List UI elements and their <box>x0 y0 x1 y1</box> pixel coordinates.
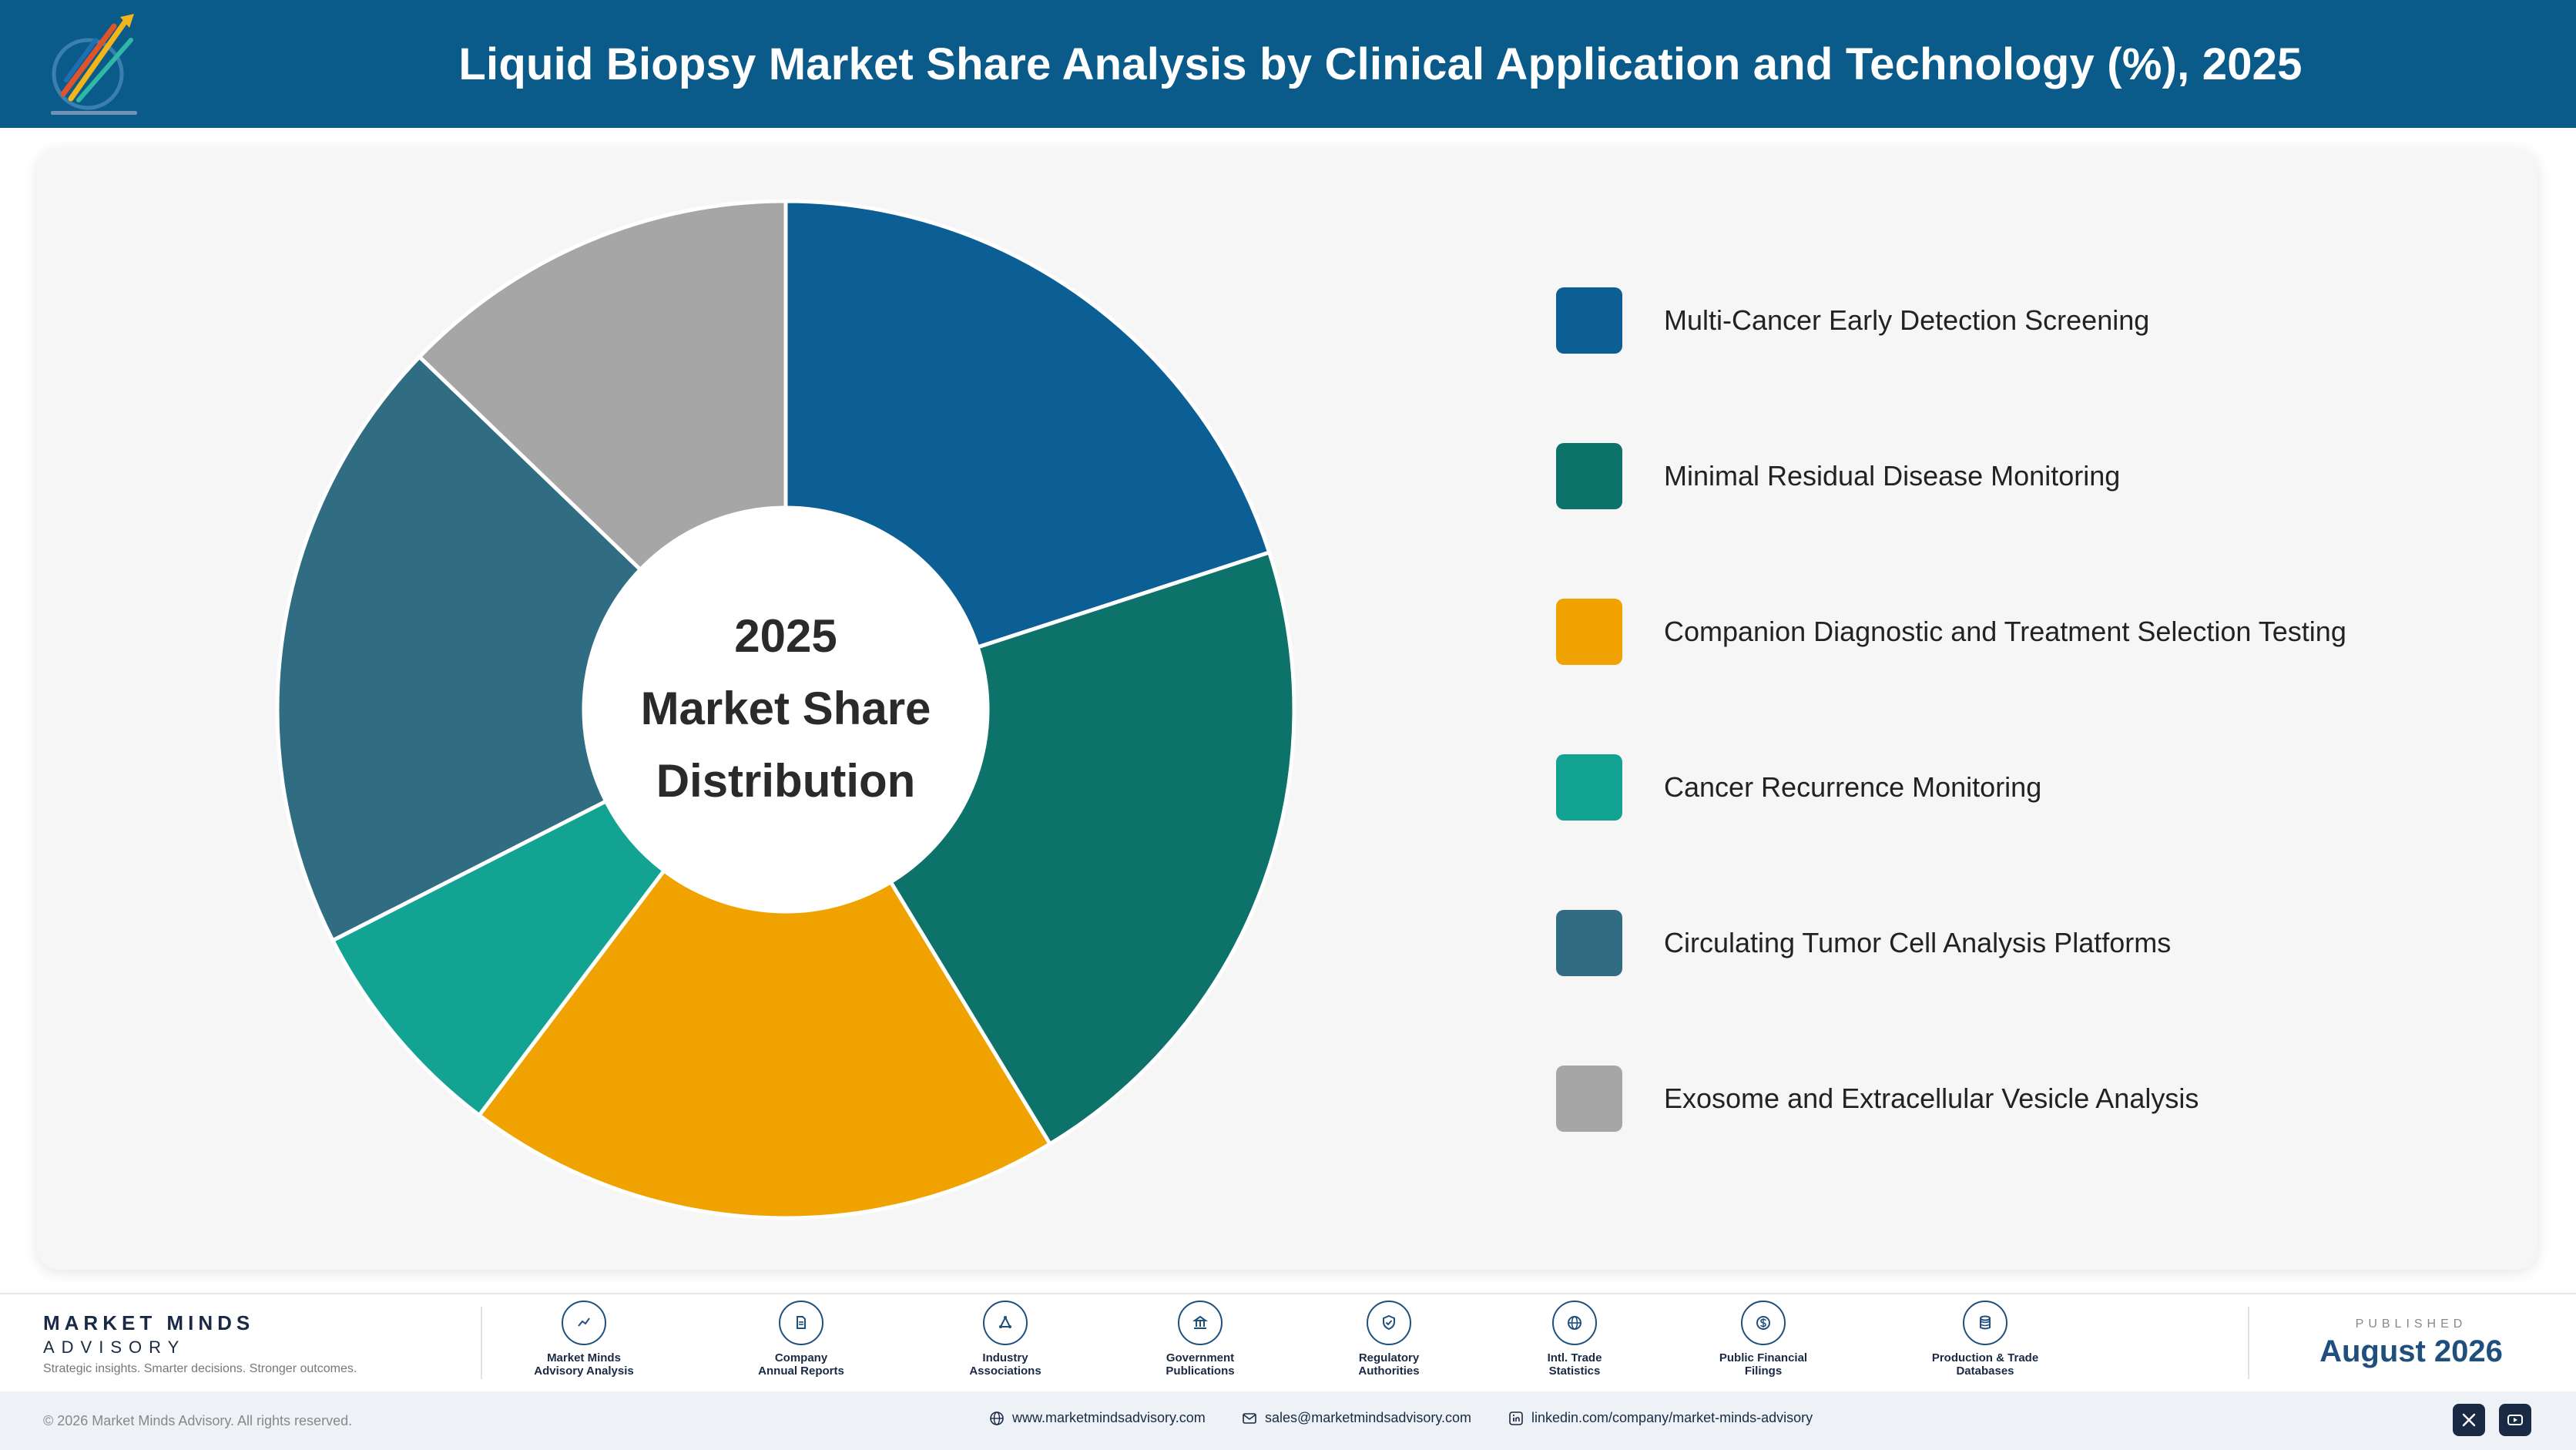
header-bar: Liquid Biopsy Market Share Analysis by C… <box>0 0 2576 128</box>
data-source-item: Company Annual Reports <box>716 1301 886 1378</box>
mail-icon <box>1243 1412 1256 1424</box>
globe-icon <box>1552 1301 1597 1345</box>
linkedin-link[interactable]: linkedin.com/company/market-minds-adviso… <box>1508 1410 1813 1426</box>
data-source-label: Industry Associations <box>969 1351 1041 1378</box>
data-source-item: Regulatory Authorities <box>1304 1301 1474 1378</box>
legend-item: Circulating Tumor Cell Analysis Platform… <box>1556 909 2480 977</box>
data-source-item: Production & Trade Databases <box>1900 1301 2070 1378</box>
globe-icon <box>990 1411 1004 1425</box>
center-label-line3: Distribution <box>656 755 916 807</box>
chart-line-icon <box>562 1301 606 1345</box>
database-icon <box>1963 1301 2007 1345</box>
published-date: August 2026 <box>2319 1334 2503 1368</box>
legend-label: Minimal Residual Disease Monitoring <box>1664 460 2121 492</box>
legend-swatch <box>1556 754 1622 821</box>
data-source-item: Industry Associations <box>921 1301 1090 1378</box>
brand-name: MARKET MINDS <box>43 1311 255 1334</box>
brand-subtitle: ADVISORY <box>43 1338 186 1357</box>
legend-swatch <box>1556 599 1622 665</box>
center-label-year: 2025 <box>734 610 837 662</box>
data-source-item: Government Publications <box>1115 1301 1285 1378</box>
email-link[interactable]: sales@marketmindsadvisory.com <box>1242 1410 1471 1426</box>
data-source-label: Production & Trade Databases <box>1931 1351 2039 1378</box>
data-source-label: Government Publications <box>1166 1351 1235 1378</box>
footer-divider <box>0 1293 2576 1294</box>
legend-swatch <box>1556 443 1622 509</box>
legend-label: Companion Diagnostic and Treatment Selec… <box>1664 616 2346 647</box>
donut-center-label: 2025 Market Share Distribution <box>593 601 978 817</box>
center-label-line2: Market Share <box>640 683 931 734</box>
data-source-label: Company Annual Reports <box>758 1351 844 1378</box>
brand-tagline: Strategic insights. Smarter decisions. S… <box>43 1362 357 1375</box>
footer-bottom-bar <box>0 1391 2576 1450</box>
data-source-item: Intl. Trade Statistics <box>1490 1301 1659 1378</box>
legend-label: Circulating Tumor Cell Analysis Platform… <box>1664 927 2172 958</box>
legend-item: Companion Diagnostic and Treatment Selec… <box>1556 598 2480 666</box>
linkedin-icon <box>1509 1411 1523 1425</box>
x-icon[interactable] <box>2453 1404 2485 1436</box>
legend-item: Cancer Recurrence Monitoring <box>1556 754 2480 821</box>
website-text: www.marketmindsadvisory.com <box>1012 1410 1206 1425</box>
data-source-label: Market Minds Advisory Analysis <box>534 1351 634 1378</box>
copyright-text: © 2026 Market Minds Advisory. All rights… <box>43 1413 353 1428</box>
page-title: Liquid Biopsy Market Share Analysis by C… <box>458 39 2303 89</box>
legend-label: Cancer Recurrence Monitoring <box>1664 771 2042 803</box>
document-icon <box>779 1301 823 1345</box>
legend-swatch <box>1556 287 1622 354</box>
data-sources-row: Market Minds Advisory Analysis Company Annu… <box>493 1301 2188 1385</box>
legend-item: Multi-Cancer Early Detection Screening <box>1556 287 2480 354</box>
email-text: sales@marketmindsadvisory.com <box>1265 1410 1472 1425</box>
linkedin-text: linkedin.com/company/market-minds-adviso… <box>1531 1410 1813 1425</box>
legend-label: Multi-Cancer Early Detection Screening <box>1664 304 2150 336</box>
data-source-label: Intl. Trade Statistics <box>1547 1351 1602 1378</box>
legend-swatch <box>1556 1066 1622 1132</box>
published-label: PUBLISHED <box>2355 1317 2467 1331</box>
data-source-label: Public Financial Filings <box>1719 1351 1808 1378</box>
market-minds-logo <box>51 14 137 115</box>
dollar-coin-icon <box>1741 1301 1786 1345</box>
legend-label: Exosome and Extracellular Vesicle Analys… <box>1664 1082 2199 1114</box>
government-building-icon <box>1178 1301 1223 1345</box>
network-icon <box>983 1301 1028 1345</box>
footer-separator <box>2248 1307 2249 1379</box>
legend-item: Minimal Residual Disease Monitoring <box>1556 442 2480 510</box>
legend-swatch <box>1556 910 1622 976</box>
data-source-item: Market Minds Advisory Analysis <box>499 1301 669 1378</box>
website-link[interactable]: www.marketmindsadvisory.com <box>989 1410 1206 1426</box>
data-source-item: Public Financial Filings <box>1679 1301 1848 1378</box>
shield-check-icon <box>1367 1301 1411 1345</box>
youtube-icon[interactable] <box>2499 1404 2531 1436</box>
legend-item: Exosome and Extracellular Vesicle Analys… <box>1556 1065 2480 1133</box>
footer-separator <box>481 1307 482 1379</box>
data-source-label: Regulatory Authorities <box>1358 1351 1420 1378</box>
